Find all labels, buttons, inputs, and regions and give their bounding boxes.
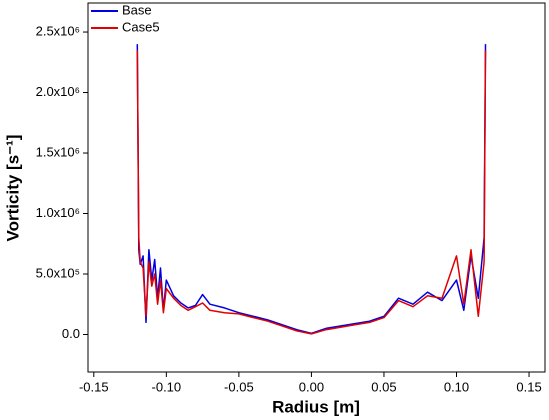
series-line: [136, 50, 487, 335]
y-tick-label: 1.0x10⁶: [36, 205, 80, 220]
x-tick-label: -0.05: [224, 379, 254, 394]
y-tick-label: 2.0x10⁶: [36, 84, 80, 99]
y-tick-label: 1.5x10⁶: [36, 144, 80, 159]
y-tick-label: 2.5x10⁶: [36, 23, 80, 38]
plot-frame: [87, 2, 546, 373]
y-tick-label: 5.0x10⁵: [36, 265, 80, 280]
x-tick-label: 0.10: [444, 379, 469, 394]
x-tick-label: 0.00: [299, 379, 324, 394]
x-tick-label: -0.10: [152, 379, 182, 394]
x-axis-title: Radius [m]: [272, 397, 360, 416]
legend-text: Base: [122, 2, 152, 17]
x-tick-label: -0.15: [79, 379, 109, 394]
x-tick-label: 0.15: [516, 379, 541, 394]
y-tick-label: 0.0: [62, 326, 80, 341]
y-axis-title: Vorticity [s⁻¹]: [3, 135, 22, 242]
legend-text: Case5: [122, 19, 160, 34]
series-line: [136, 44, 487, 335]
x-tick-label: 0.05: [371, 379, 396, 394]
